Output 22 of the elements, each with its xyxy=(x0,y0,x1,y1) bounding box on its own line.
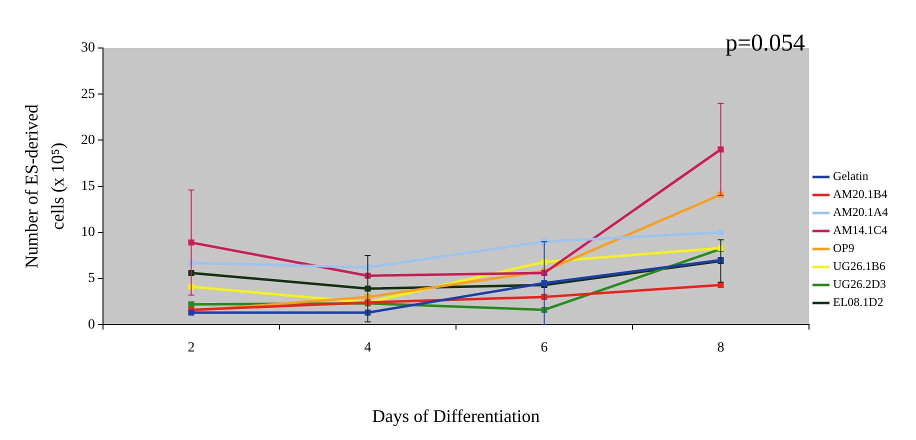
x-tick-label: 6 xyxy=(540,340,548,356)
legend-label: UG26.2D3 xyxy=(833,277,886,292)
y-tick-label: 0 xyxy=(88,317,95,332)
x-tick-label: 8 xyxy=(717,340,724,356)
legend-label: OP9 xyxy=(833,241,854,256)
y-tick-label: 15 xyxy=(81,178,95,194)
legend-label: UG26.1B6 xyxy=(833,259,886,274)
y-tick-label: 10 xyxy=(81,225,95,240)
annotation: p=0.054 xyxy=(725,30,805,56)
y-tick-label: 30 xyxy=(81,40,95,56)
x-tick-label: 4 xyxy=(364,340,372,356)
legend-label: AM20.1B4 xyxy=(833,187,888,202)
y-tick-label: 25 xyxy=(81,86,95,102)
x-tick-label: 2 xyxy=(188,340,195,356)
legend-label: AM14.1C4 xyxy=(833,223,888,238)
legend-label: Gelatin xyxy=(833,169,868,184)
x-axis-title: Days of Differentiation xyxy=(372,406,540,426)
y-axis-title: Number of ES-derived cells (x 10⁵) xyxy=(22,104,68,268)
y-tick-label: 5 xyxy=(88,271,95,286)
y-tick-label: 20 xyxy=(81,132,95,148)
legend-label: AM20.1A4 xyxy=(833,205,888,220)
legend-label: EL08.1D2 xyxy=(833,295,884,310)
